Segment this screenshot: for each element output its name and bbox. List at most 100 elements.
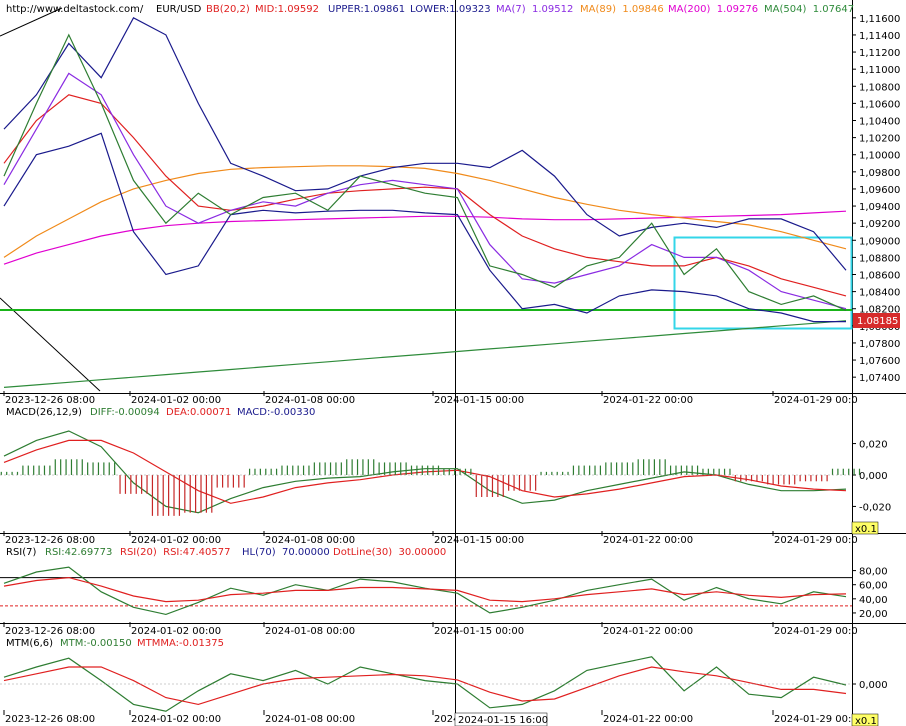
macd-legend: MACD(26,12,9) DIFF:-0.00094 DEA:0.00071 … [6,407,315,418]
bb-lower-label: LOWER:1.09323 [410,4,491,15]
mtm-ytick-label: 0,000 [859,680,888,691]
macd-xtick-label: 2024-01-02 00:00 [131,535,221,546]
mtm-xtick-label: 2024-01-22 00:00 [603,714,693,725]
macd-value: MACD:-0.00330 [237,407,315,418]
macd-xtick-label: 2024-01-22 00:00 [603,535,693,546]
price-ytick-label: 1,07400 [859,373,900,384]
rsi-ytick-label: 20,00 [859,609,888,620]
price-ytick-label: 1,08600 [859,271,900,282]
ma504-label: MA(504) 1.07647 [764,4,854,15]
price-series-bb-upper [3,16,847,271]
price-ytick-label: 1,09200 [859,219,900,230]
price-ytick-label: 1,08400 [859,288,900,299]
macd-xtick-label: 2024-01-15 00:00 [434,535,524,546]
price-ytick-label: 1,09400 [859,202,900,213]
price-series-ma-89- [3,165,847,258]
rsi-ytick-label: 80,00 [859,567,888,578]
price-xtick-label: 2024-01-29 00:0 [774,395,858,406]
price-ytick-label: 1,10400 [859,117,900,128]
price-ytick-label: 1,10200 [859,134,900,145]
highlight-box[interactable] [673,236,853,330]
price-panel: 1,11600 1,11400 1,11200 1,11000 1,10800 1,106… [0,14,900,406]
rsi-panel: 80,00 60,00 40,00 20,00 2023-12-26 08:00 2024… [0,566,888,637]
pair-label: EUR/USD [156,4,202,15]
rsi-xtick-label: 2024-01-02 00:00 [131,626,221,637]
macd-diff: DIFF:-0.00094 [90,407,160,418]
macd-xtick-label: 2024-01-08 00:00 [265,535,355,546]
rsi-series-rsi-20- [3,576,847,603]
price-ytick-label: 1,10000 [859,151,900,162]
mtmma-value: MTMMA:-0.01375 [137,638,224,649]
price-ytick-label: 1,09600 [859,185,900,196]
mtm-series-mtmma [3,666,847,706]
price-ytick-label: 1,11400 [859,31,900,42]
macd-dea: DEA:0.00071 [166,407,231,418]
price-xtick-label: 2023-12-26 08:00 [5,395,95,406]
macd-xtick-label: 2023-12-26 08:00 [5,535,95,546]
macd-scale-badge-text: x0.1 [855,524,877,535]
price-ytick-label: 1,07600 [859,356,900,367]
price-ytick-label: 1,11600 [859,14,900,25]
macd-series-dea [3,439,847,504]
rsi-xtick-label: 2024-01-22 00:00 [603,626,693,637]
rsi-hl: HL(70) 70.00000 [242,547,330,558]
price-xtick-label: 2024-01-15 00:00 [434,395,524,406]
crosshair-date-label: 2024-01-15 16:00 [454,712,548,726]
mtm-scale-badge: x0.1 [851,713,879,726]
trendline-lower [0,297,101,392]
rsi-dotline: DotLine(30) 30.00000 [333,547,446,558]
price-ytick-label: 1,11000 [859,65,900,76]
price-series-ma-7- [3,72,847,310]
price-ytick-label: 1,08800 [859,253,900,264]
mtm-title: MTM(6,6) [6,638,53,649]
price-ytick-label: 1,08200 [859,305,900,316]
ma200-label: MA(200) 1.09276 [668,4,758,15]
rsi-title: RSI(7) [6,547,37,558]
rsi20-value: RSI(20) RSI:47.40577 [120,547,230,558]
ma89-label: MA(89) 1.09846 [580,4,664,15]
bb-upper-label: UPPER:1.09861 [328,4,405,15]
bb-label: BB(20,2) [206,4,250,15]
price-ytick-label: 1,11200 [859,48,900,59]
source-url[interactable]: http://www.deltastock.com/ [6,4,144,15]
price-xtick-label: 2024-01-08 00:00 [265,395,355,406]
macd-ytick-label: 0,000 [859,471,888,482]
rsi-legend: RSI(7) RSI:42.69773 RSI(20) RSI:47.40577… [6,547,446,558]
macd-ytick-label: 0,020 [859,440,888,451]
mtm-panel: 0,000 2023-12-26 08:00 2024-01-02 00:00 202… [0,656,888,725]
price-badge-text: 1.08185 [857,316,898,327]
price-badge: 1.08185 [853,313,900,328]
rsi-ytick-label: 40,00 [859,595,888,606]
mtm-legend: MTM(6,6) MTM:-0.00150 MTMMA:-0.01375 [6,638,224,649]
crosshair-date-text: 2024-01-15 16:00 [458,715,548,726]
macd-scale-badge: x0.1 [851,521,879,535]
macd-title: MACD(26,12,9) [6,407,82,418]
mtm-value: MTM:-0.00150 [60,638,132,649]
rsi-ytick-label: 60,00 [859,581,888,592]
price-ytick-label: 1,10800 [859,82,900,93]
price-xtick-label: 2024-01-22 00:00 [603,395,693,406]
price-series-bb-mid [3,94,847,297]
mtm-xtick-label: 2024-01-08 00:00 [265,714,355,725]
mtm-xtick-label: 2024-01-02 00:00 [131,714,221,725]
rsi7-value: RSI:42.69773 [45,547,112,558]
mtm-scale-badge-text: x0.1 [855,716,877,726]
price-series-ma-200- [3,210,847,265]
price-ytick-label: 1,09800 [859,168,900,179]
macd-series-diff [3,430,847,514]
price-legend: http://www.deltastock.com/ EUR/USD BB(20… [6,4,854,15]
rsi-xtick-label: 2023-12-26 08:00 [5,626,95,637]
price-ytick-label: 1,07800 [859,339,900,350]
rsi-xtick-label: 2024-01-15 00:00 [434,626,524,637]
price-series-bb-lower [3,132,846,323]
trendline-upper [0,7,63,37]
price-series-price [3,33,847,311]
price-ytick-label: 1,09000 [859,236,900,247]
macd-xtick-label: 2024-01-29 00:0 [774,535,858,546]
mtm-xtick-label: 2024-01-29 00:0 [774,714,858,725]
price-xtick-label: 2024-01-02 00:00 [131,395,221,406]
mtm-xtick-label: 2023-12-26 08:00 [5,714,95,725]
macd-panel: 0,020 0,000 -0,020 2023-12-26 08:00 2024-01-… [0,430,891,546]
